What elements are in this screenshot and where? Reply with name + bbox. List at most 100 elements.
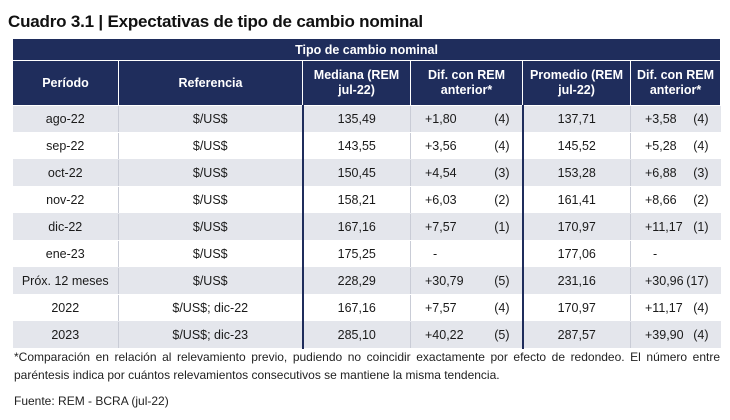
cell-referencia: $/US$ [118, 132, 304, 160]
dif-count: (1) [693, 220, 709, 234]
cell-promedio: 161,41 [522, 186, 631, 214]
cell-referencia: $/US$ [118, 186, 304, 214]
header-mediana: Mediana (REM jul-22) [302, 60, 411, 106]
cell-referencia: $/US$ [118, 240, 304, 268]
dif-count: (4) [494, 301, 510, 315]
cell-dif-mediana: +3,56 (4) [410, 132, 524, 160]
cell-dif-promedio: +30,96 (17) [630, 267, 721, 295]
cell-mediana: 150,45 [302, 159, 411, 187]
table-row: ago-22 $/US$ 135,49 +1,80 (4) 137,71 +3,58 (4) [12, 105, 721, 133]
table-row: 2022 $/US$; dic-22 167,16 +7,57 (4) 170,97 +11… [12, 294, 721, 322]
cell-referencia: $/US$ [118, 213, 304, 241]
cell-promedio: 170,97 [522, 213, 631, 241]
cell-dif-mediana: +7,57 (1) [410, 213, 524, 241]
dif-count: (4) [693, 301, 709, 315]
header-dif-promedio: Dif. con REM anterior* [629, 60, 722, 106]
cell-mediana: 228,29 [302, 267, 411, 295]
cell-promedio: 287,57 [522, 321, 631, 349]
cell-dif-promedio: - [630, 240, 721, 268]
dif-value: +8,66 [645, 193, 677, 207]
cell-dif-mediana: +6,03 (2) [410, 186, 524, 214]
table-row: sep-22 $/US$ 143,55 +3,56 (4) 145,52 +5,28 (4) [12, 132, 721, 160]
dif-value: +11,17 [645, 220, 683, 234]
dif-value: +6,88 [645, 166, 677, 180]
dif-value: +39,90 [645, 328, 684, 342]
cell-periodo: sep-22 [12, 132, 119, 160]
dif-value: - [433, 247, 438, 261]
table-band-header: Tipo de cambio nominal [11, 38, 722, 61]
table-title: Cuadro 3.1 | Expectativas de tipo de cam… [8, 12, 423, 31]
cell-dif-promedio: +39,90 (4) [630, 321, 721, 349]
dif-count: (5) [494, 328, 510, 342]
cell-periodo: nov-22 [12, 186, 119, 214]
cell-dif-promedio: +11,17 (4) [630, 294, 721, 322]
cell-referencia: $/US$; dic-23 [118, 321, 304, 349]
cell-dif-mediana: +7,57 (4) [410, 294, 524, 322]
cell-dif-promedio: +5,28 (4) [630, 132, 721, 160]
cell-dif-mediana: +1,80 (4) [410, 105, 524, 133]
cell-mediana: 285,10 [302, 321, 411, 349]
dif-value: +30,96 [645, 274, 684, 288]
dif-value: +5,28 [645, 139, 677, 153]
dif-count: (5) [494, 274, 510, 288]
dif-count: (4) [693, 112, 709, 126]
cell-mediana: 135,49 [302, 105, 411, 133]
dif-value: +40,22 [425, 328, 464, 342]
dif-value: +6,03 [425, 193, 457, 207]
dif-value: +7,57 [425, 301, 457, 315]
cell-dif-mediana: +30,79 (5) [410, 267, 524, 295]
header-promedio: Promedio (REM jul-22) [522, 60, 631, 106]
cell-mediana: 167,16 [302, 294, 411, 322]
cell-referencia: $/US$ [118, 105, 304, 133]
dif-count: (17) [686, 274, 709, 288]
table-body: ago-22 $/US$ 135,49 +1,80 (4) 137,71 +3,58 (4) s… [12, 105, 721, 349]
dif-value: +4,54 [425, 166, 457, 180]
dif-value: +3,58 [645, 112, 677, 126]
cell-promedio: 137,71 [522, 105, 631, 133]
table-row: nov-22 $/US$ 158,21 +6,03 (2) 161,41 +8,66 (2) [12, 186, 721, 214]
cell-dif-promedio: +3,58 (4) [630, 105, 721, 133]
dif-count: (4) [494, 139, 510, 153]
cell-periodo: ago-22 [12, 105, 119, 133]
cell-mediana: 158,21 [302, 186, 411, 214]
source-line: Fuente: REM - BCRA (jul-22) [14, 394, 169, 408]
table-row: ene-23 $/US$ 175,25 - 177,06 - [12, 240, 721, 268]
cell-dif-promedio: +11,17 (1) [630, 213, 721, 241]
cell-mediana: 167,16 [302, 213, 411, 241]
cell-periodo: 2023 [12, 321, 119, 349]
table-row: 2023 $/US$; dic-23 285,10 +40,22 (5) 287,57 +3… [12, 321, 721, 349]
dif-count: (4) [693, 328, 709, 342]
dif-value: - [653, 247, 658, 261]
cell-referencia: $/US$ [118, 159, 304, 187]
cell-periodo: Próx. 12 meses [12, 267, 119, 295]
dif-count: (3) [693, 166, 709, 180]
cell-periodo: ene-23 [12, 240, 119, 268]
header-periodo: Período [12, 60, 119, 106]
cell-periodo: oct-22 [12, 159, 119, 187]
dif-count: (1) [494, 220, 510, 234]
header-referencia: Referencia [118, 60, 303, 106]
cell-promedio: 145,52 [522, 132, 631, 160]
footnote: *Comparación en relación al relevamiento… [14, 350, 720, 382]
exchange-rate-table: Tipo de cambio nominal Período Referenci… [11, 38, 722, 349]
cell-dif-mediana: +40,22 (5) [410, 321, 524, 349]
cell-periodo: dic-22 [12, 213, 119, 241]
dif-count: (3) [494, 166, 510, 180]
dif-count: (4) [494, 112, 510, 126]
header-dif-mediana: Dif. con REM anterior* [410, 60, 523, 106]
cell-dif-mediana: - [410, 240, 524, 268]
cell-dif-promedio: +8,66 (2) [630, 186, 721, 214]
table-row: dic-22 $/US$ 167,16 +7,57 (1) 170,97 +11,17 (1) [12, 213, 721, 241]
cell-promedio: 153,28 [522, 159, 631, 187]
cell-mediana: 143,55 [302, 132, 411, 160]
cell-dif-mediana: +4,54 (3) [410, 159, 524, 187]
cell-referencia: $/US$ [118, 267, 304, 295]
dif-value: +3,56 [425, 139, 457, 153]
table-row: oct-22 $/US$ 150,45 +4,54 (3) 153,28 +6,88 (3) [12, 159, 721, 187]
cell-promedio: 177,06 [522, 240, 631, 268]
dif-count: (2) [693, 193, 709, 207]
cell-mediana: 175,25 [302, 240, 411, 268]
dif-value: +11,17 [645, 301, 683, 315]
dif-value: +30,79 [425, 274, 464, 288]
cell-promedio: 170,97 [522, 294, 631, 322]
